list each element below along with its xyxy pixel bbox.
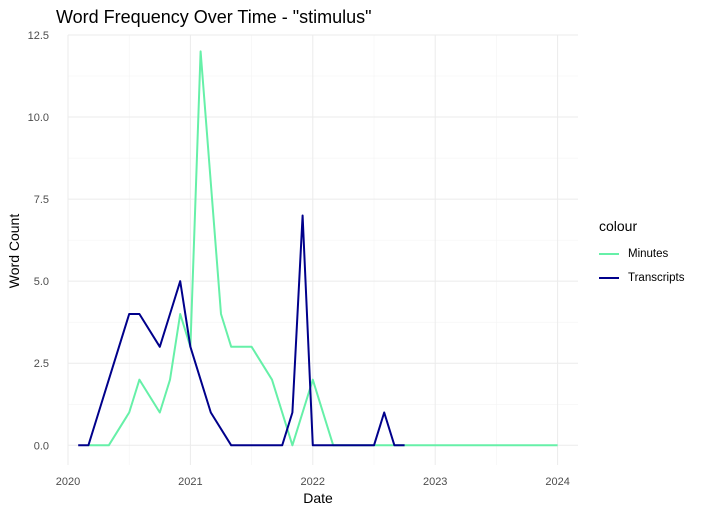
x-axis-title: Date (303, 490, 333, 506)
minor-gridlines (68, 35, 578, 465)
legend: colour Minutes Transcripts (599, 218, 684, 290)
legend-item-minutes: Minutes (599, 242, 684, 266)
x-tick-label: 2023 (423, 476, 447, 488)
legend-label-transcripts: Transcripts (628, 272, 685, 284)
series-line-minutes (88, 50, 558, 447)
series-lines (78, 50, 558, 447)
x-axis-tick-labels: 2020 2021 2022 2023 2024 (56, 476, 570, 488)
series-line-transcripts (78, 214, 405, 447)
x-tick-label: 2020 (56, 476, 80, 488)
legend-swatch-minutes (599, 253, 619, 255)
legend-title: colour (599, 218, 638, 234)
y-tick-label: 10.0 (28, 112, 49, 124)
x-tick-label: 2021 (178, 476, 202, 488)
x-tick-label: 2022 (301, 476, 325, 488)
y-tick-label: 5.0 (34, 276, 49, 288)
y-axis-tick-labels: 0.0 2.5 5.0 7.5 10.0 12.5 (28, 30, 49, 452)
legend-swatch-transcripts (599, 277, 619, 279)
y-axis-title: Word Count (6, 214, 22, 289)
chart-title: Word Frequency Over Time - "stimulus" (56, 7, 372, 27)
x-tick-label: 2024 (545, 476, 569, 488)
y-tick-label: 2.5 (34, 358, 49, 370)
y-tick-label: 7.5 (34, 194, 49, 206)
y-tick-label: 12.5 (28, 30, 49, 42)
legend-label-minutes: Minutes (628, 248, 669, 260)
y-tick-label: 0.0 (34, 440, 49, 452)
major-gridlines (67, 34, 578, 465)
legend-item-transcripts: Transcripts (599, 266, 684, 290)
